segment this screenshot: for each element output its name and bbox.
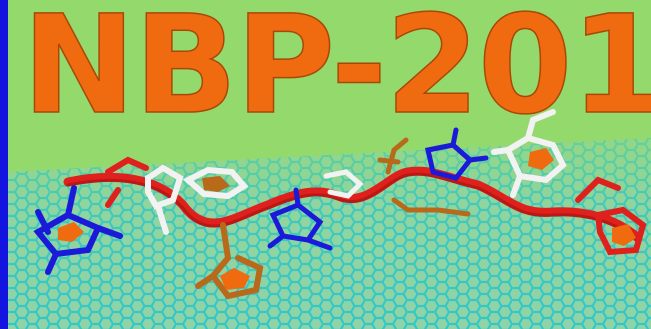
graphene-sheet [8, 138, 651, 329]
brown-residue-lower [195, 222, 264, 300]
graphene-scene [8, 109, 651, 329]
peptide-backbone [63, 166, 643, 243]
red-residue-right [575, 176, 647, 256]
blue-residue-left [33, 185, 123, 275]
aromatic-ring [202, 176, 230, 192]
white-residue-right [491, 109, 567, 198]
brown-residue-upper [377, 137, 471, 217]
white-residue-left [145, 164, 249, 235]
red-residue-left [105, 156, 149, 208]
banner-title: NBP-2017 [21, 0, 651, 146]
aromatic-ring [612, 224, 636, 246]
blue-residue-middle [267, 187, 333, 251]
aromatic-ring [528, 148, 554, 170]
peptide-backbone-shade [66, 172, 640, 243]
aromatic-ring [58, 222, 84, 242]
aromatic-ring [220, 268, 250, 290]
blue-residue-right [424, 127, 489, 181]
white-residue-center [323, 169, 364, 199]
